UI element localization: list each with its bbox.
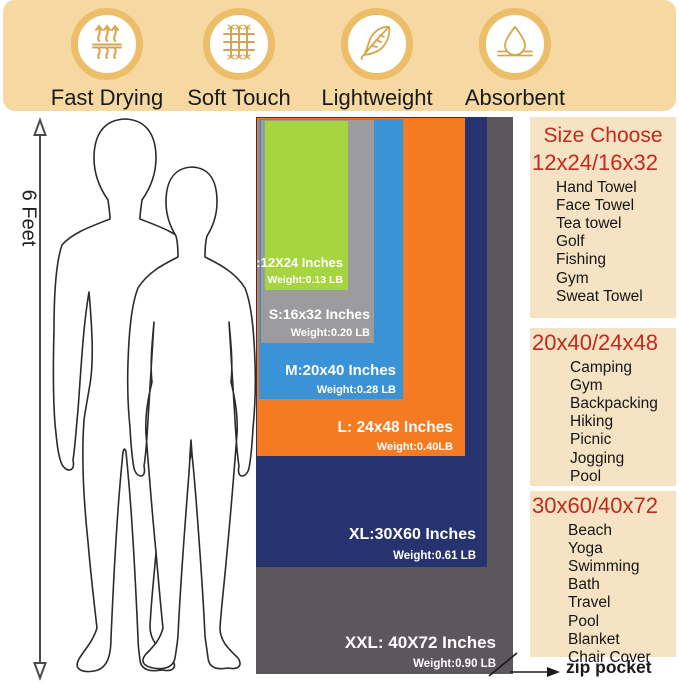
feature-fast-drying: Fast Drying bbox=[41, 8, 173, 111]
feature-soft-touch: Soft Touch bbox=[173, 8, 305, 111]
steam-icon bbox=[85, 20, 129, 69]
zip-pocket-label: zip pocket bbox=[566, 657, 652, 677]
size-weight: Weight:0.20 LB bbox=[290, 327, 370, 339]
use-item: Camping bbox=[570, 358, 633, 376]
size-guide-panel-medium: 20x40/24x48 Camping Gym Backpacking Hiking P… bbox=[530, 328, 676, 486]
size-label: XL:30X60 Inches bbox=[348, 526, 476, 543]
size-range-heading: 12x24/16x32 bbox=[532, 150, 658, 175]
use-item: Fishing bbox=[556, 251, 606, 269]
height-figures bbox=[33, 117, 257, 681]
size-label: L: 24x48 Inches bbox=[337, 419, 453, 436]
use-list: Hand Towel Face Towel Tea towel Golf Fishing… bbox=[530, 176, 676, 306]
use-item: Chair Cover bbox=[568, 649, 651, 667]
use-item: Hiking bbox=[570, 413, 614, 431]
size-label: XXL: 40X72 Inches bbox=[344, 633, 496, 652]
use-item: Golf bbox=[556, 233, 585, 251]
towel-rect-xs: XS:12X24 Inches Weight:0.13 LB bbox=[239, 121, 348, 290]
use-item: Hand Towel bbox=[556, 178, 637, 196]
size-weight: Weight:0.13 LB bbox=[267, 274, 343, 286]
use-item: Gym bbox=[556, 269, 589, 287]
size-range-heading: 30x60/40x72 bbox=[532, 493, 658, 518]
use-item: Pool bbox=[568, 612, 600, 630]
six-feet-arrow bbox=[33, 117, 47, 681]
size-weight: Weight:0.61 LB bbox=[393, 550, 476, 562]
use-item: Gym bbox=[570, 376, 603, 394]
use-item: Tea towel bbox=[556, 215, 622, 233]
feature-lightweight: Lightweight bbox=[311, 8, 443, 111]
use-item: Pool bbox=[570, 467, 602, 485]
size-label: M:20x40 Inches bbox=[285, 362, 396, 379]
use-item: Bath bbox=[568, 576, 600, 594]
size-label: S:16x32 Inches bbox=[268, 306, 370, 322]
use-item: Swimming bbox=[568, 558, 640, 576]
size-weight: Weight:0.40LB bbox=[376, 441, 453, 453]
use-item: Face Towel bbox=[556, 196, 635, 214]
size-label: XS:12X24 Inches bbox=[238, 255, 343, 270]
use-item: Picnic bbox=[570, 431, 612, 449]
use-item: Jogging bbox=[570, 449, 625, 467]
droplet-icon bbox=[493, 20, 537, 69]
zip-pocket-arrow bbox=[488, 652, 560, 677]
size-range-heading: 20x40/24x48 bbox=[532, 330, 658, 355]
size-guide-panel-small: Size Choose 12x24/16x32 Hand Towel Face T… bbox=[530, 117, 676, 318]
feather-icon bbox=[355, 20, 399, 69]
height-label: 6 Feet bbox=[17, 189, 40, 247]
size-guide-panel-large: 30x60/40x72 Beach Yoga Swimming Bath Travel P… bbox=[530, 491, 676, 666]
use-item: Travel bbox=[568, 594, 611, 612]
size-weight: Weight:0.90 LB bbox=[413, 658, 496, 670]
features-band: Fast Drying Soft Touch bbox=[3, 0, 676, 111]
size-weight: Weight:0.28 LB bbox=[316, 384, 396, 396]
feature-label-soft-touch: Soft Touch bbox=[187, 85, 291, 110]
use-item: Sweat Towel bbox=[556, 287, 643, 305]
feature-label-lightweight: Lightweight bbox=[321, 85, 433, 110]
use-list: Camping Gym Backpacking Hiking Picnic Jogging… bbox=[530, 356, 676, 486]
size-guide-title: Size Choose bbox=[543, 124, 663, 147]
use-list: Beach Yoga Swimming Bath Travel Pool Blanket Ch… bbox=[530, 519, 676, 668]
use-item: Yoga bbox=[568, 539, 603, 557]
weave-icon bbox=[217, 20, 261, 69]
feature-absorbent: Absorbent bbox=[449, 8, 581, 111]
woman-outline bbox=[126, 166, 257, 670]
use-item: Blanket bbox=[568, 630, 620, 648]
use-item: Beach bbox=[568, 521, 612, 539]
feature-label-fast-drying: Fast Drying bbox=[50, 85, 164, 110]
feature-label-absorbent: Absorbent bbox=[464, 85, 566, 110]
use-item: Backpacking bbox=[570, 395, 658, 413]
